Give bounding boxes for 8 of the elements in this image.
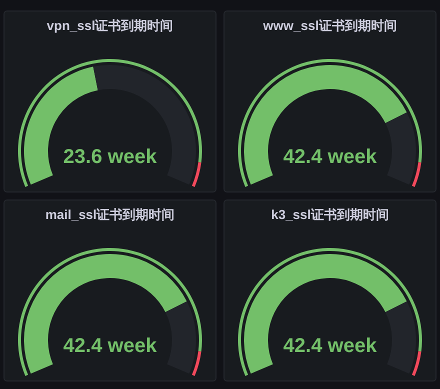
chart-title: vpn_ssl证书到期时间	[46, 18, 174, 33]
text: 42.4 week	[283, 146, 378, 168]
text: 42.4 week	[283, 335, 378, 357]
chart-title: www_ssl证书到期时间	[262, 18, 397, 33]
chart-title: mail_ssl证书到期时间	[45, 207, 175, 222]
text: 23.6 week	[63, 146, 158, 168]
text: 42.4 week	[63, 335, 158, 357]
chart-title: k3_ssl证书到期时间	[271, 207, 389, 222]
